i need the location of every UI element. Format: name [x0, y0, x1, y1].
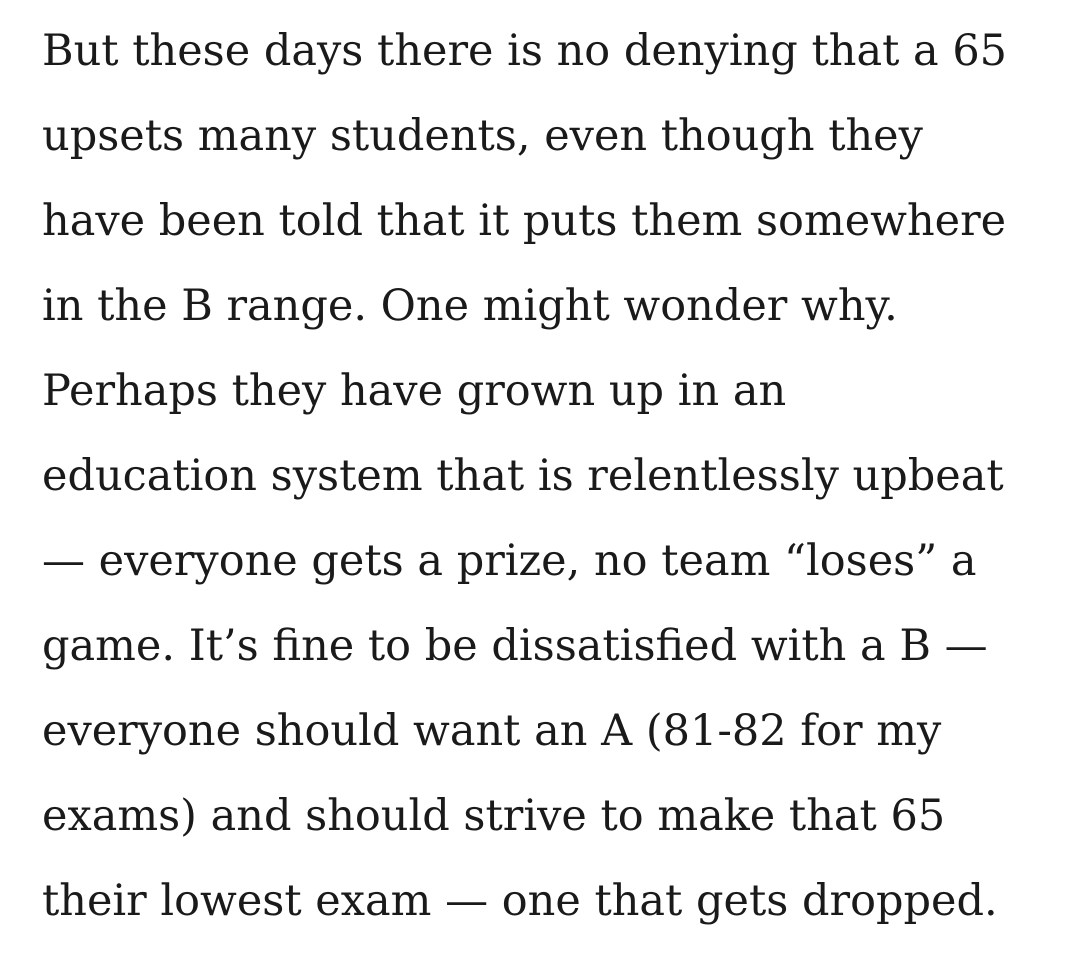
paragraph-line: Perhaps they have grown up in an: [42, 366, 787, 416]
article-paragraph: But these days there is no denying that …: [42, 0, 1062, 944]
paragraph-line: their lowest exam — one that gets droppe…: [42, 876, 998, 926]
paragraph-line: upsets many students, even though they: [42, 111, 923, 161]
paragraph-line: everyone should want an A (81-82 for my: [42, 706, 942, 756]
paragraph-line: But these days there is no denying that …: [42, 26, 1008, 76]
paragraph-line: exams) and should strive to make that 65: [42, 791, 946, 841]
paragraph-line: have been told that it puts them somewhe…: [42, 196, 1007, 246]
paragraph-line: in the B range. One might wonder why.: [42, 281, 898, 331]
paragraph-line: — everyone gets a prize, no team “loses”…: [42, 536, 977, 586]
paragraph-line: education system that is relentlessly up…: [42, 451, 1004, 501]
paragraph-line: game. It’s fine to be dissatisfied with …: [42, 621, 988, 671]
